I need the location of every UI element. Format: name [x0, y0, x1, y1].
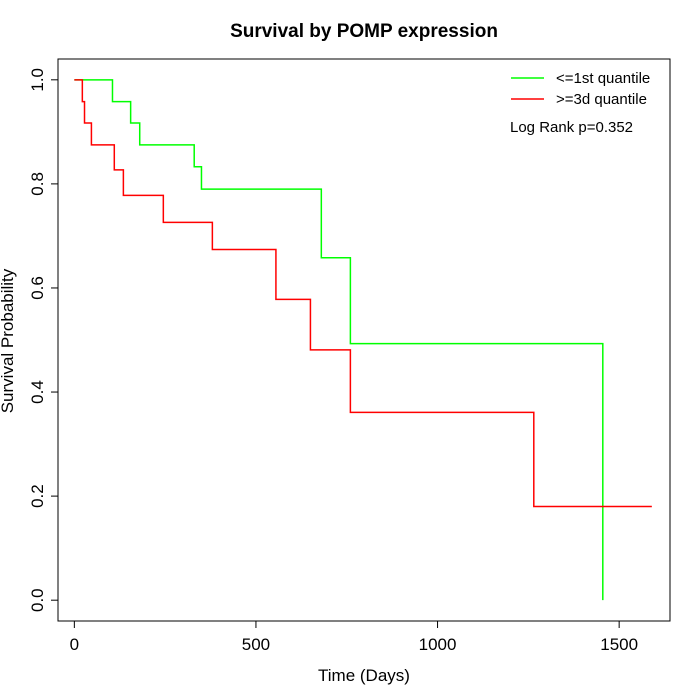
y-tick-label: 0.8 [28, 172, 47, 196]
chart-title: Survival by POMP expression [230, 21, 498, 42]
x-axis: 0 500 1000 1500 [70, 620, 638, 654]
y-tick-label: 0.4 [28, 380, 47, 404]
x-tick-label: 1500 [600, 635, 638, 654]
y-tick-label: 0.0 [28, 588, 47, 612]
legend-label: <=1st quantile [556, 70, 650, 87]
y-tick-label: 1.0 [28, 68, 47, 92]
y-tick-label: 0.2 [28, 484, 47, 508]
legend: <=1st quantile >=3d quantile [511, 70, 650, 108]
x-tick-label: 0 [70, 635, 79, 654]
legend-label: >=3d quantile [556, 91, 647, 108]
y-axis-label: Survival Probability [0, 268, 17, 413]
y-axis: 0.0 0.2 0.4 0.6 0.8 1.0 [28, 68, 59, 612]
x-tick-label: 1000 [419, 635, 457, 654]
y-tick-label: 0.6 [28, 276, 47, 300]
plot-area-frame [57, 58, 671, 622]
survival-curves [74, 79, 652, 601]
x-tick-label: 500 [242, 635, 270, 654]
series-line-1 [74, 79, 604, 601]
x-axis-label: Time (Days) [318, 666, 410, 685]
series-line-2 [74, 79, 652, 508]
log-rank-annotation: Log Rank p=0.352 [510, 119, 633, 136]
